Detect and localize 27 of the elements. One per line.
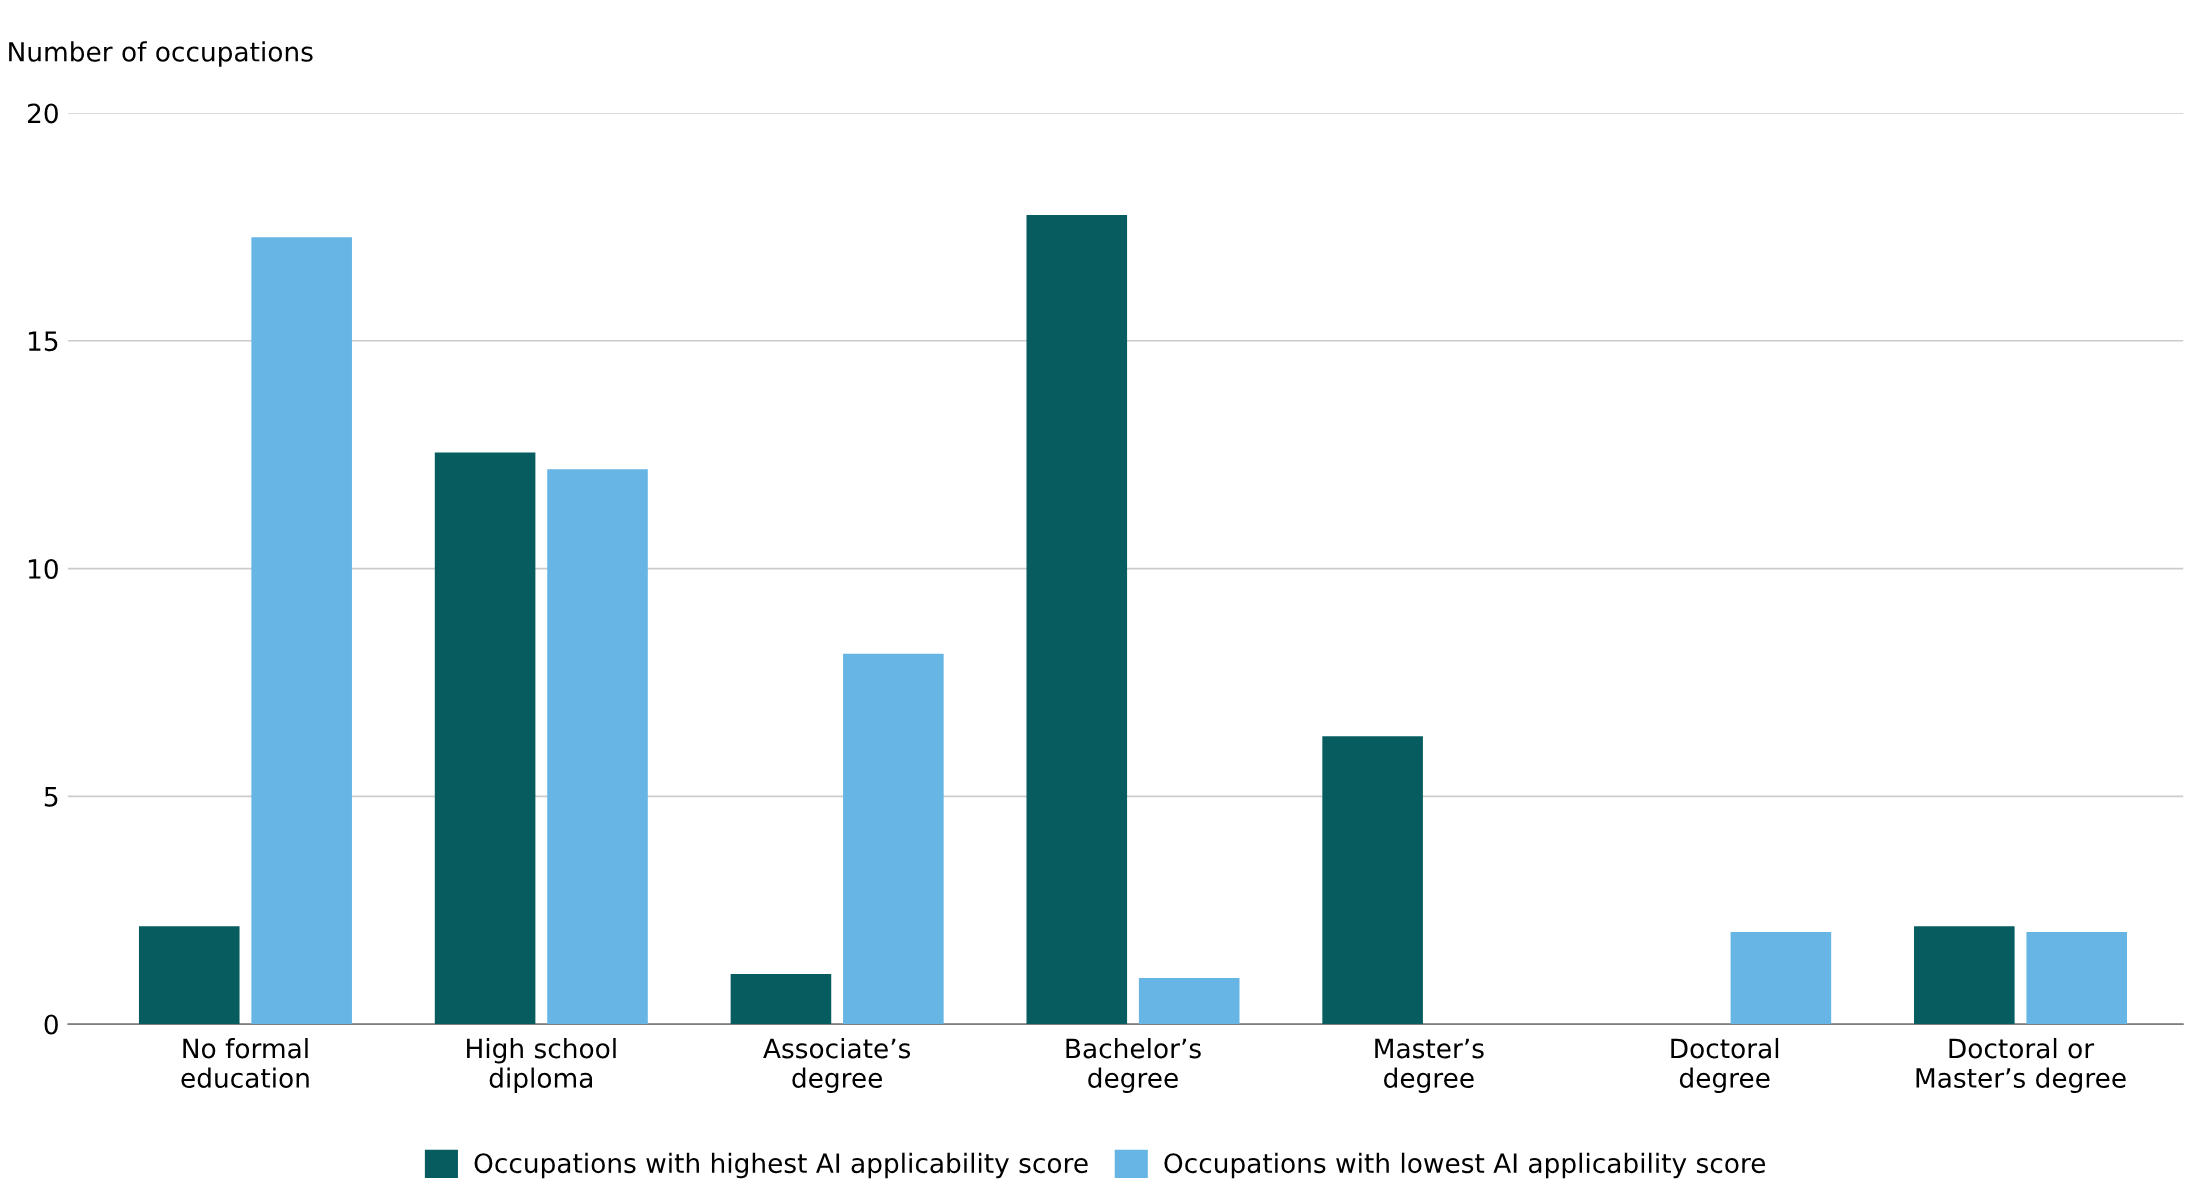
x-tick-label: Doctoral or Master’s degree — [1916, 1037, 2126, 1094]
legend-label: Occupations with highest AI applicability score — [474, 1152, 1088, 1179]
y-tick-label: 20 — [27, 103, 58, 124]
bar — [843, 653, 944, 1025]
legend-label: Occupations with lowest AI applicability score — [1164, 1152, 1766, 1179]
bar — [1730, 932, 1832, 1025]
y-tick-label: 10 — [28, 558, 58, 579]
bar — [138, 926, 240, 1025]
y-tick-label: 5 — [44, 787, 58, 807]
bar — [730, 973, 832, 1025]
x-tick-label: High school diploma — [467, 1037, 616, 1094]
x-tick-label: No formal education — [181, 1037, 309, 1088]
bar — [2026, 932, 2128, 1025]
x-tick-label: Master’s degree — [1375, 1038, 1484, 1094]
bar — [1322, 736, 1423, 1025]
bar — [251, 237, 352, 1025]
x-tick-label: Associate’s degree — [763, 1037, 911, 1094]
y-tick-label: 15 — [28, 331, 58, 352]
bar — [1138, 978, 1240, 1025]
y-axis-title: Number of occupations — [9, 41, 313, 67]
bar — [1914, 926, 2015, 1025]
bar — [434, 452, 536, 1025]
bar — [1026, 215, 1128, 1025]
x-tick-label: Doctoral degree — [1671, 1037, 1779, 1094]
x-tick-label: Bachelor’s degree — [1066, 1037, 1201, 1094]
bar — [547, 469, 648, 1025]
y-tick-label: 0 — [44, 1014, 58, 1035]
